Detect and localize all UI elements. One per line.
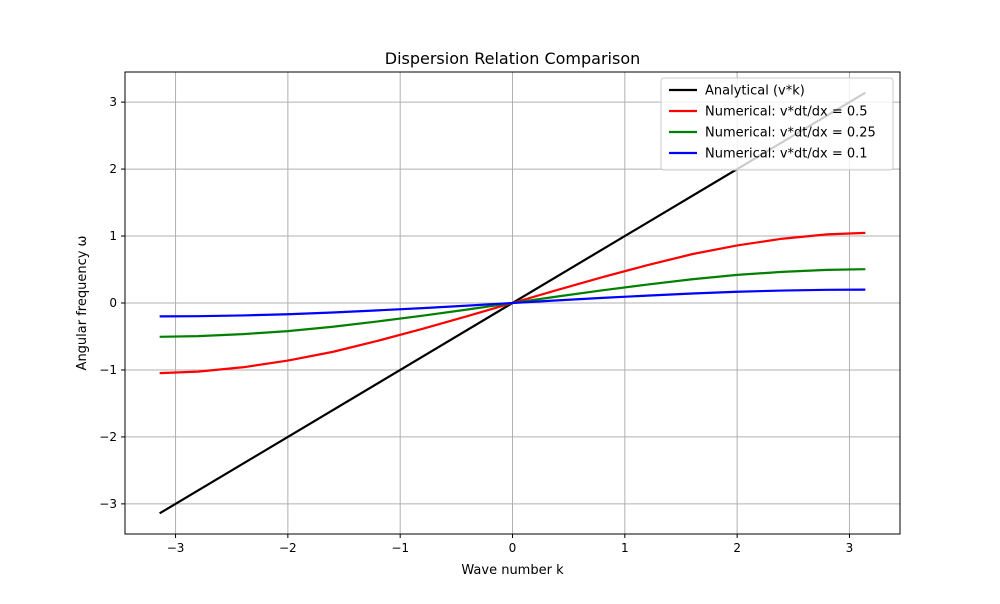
legend-label: Numerical: v*dt/dx = 0.1 <box>705 147 868 162</box>
x-tick-label: 3 <box>846 541 854 555</box>
legend-label: Analytical (v*k) <box>705 84 805 99</box>
y-tick-label: −2 <box>99 430 117 444</box>
y-tick-label: 3 <box>109 95 117 109</box>
y-tick-label: 0 <box>109 296 117 310</box>
legend-label: Numerical: v*dt/dx = 0.25 <box>705 126 876 141</box>
x-tick-label: 0 <box>509 541 517 555</box>
legend-box <box>660 77 894 171</box>
x-tick-label: 2 <box>733 541 741 555</box>
axis-ticks: −3 −2 −1 0 1 2 3 −3 −2 −1 0 1 2 3 <box>99 95 853 555</box>
x-tick-label: 1 <box>621 541 629 555</box>
y-tick-label: −3 <box>99 497 117 511</box>
y-tick-label: 1 <box>109 229 117 243</box>
x-axis-label: Wave number k <box>461 563 564 578</box>
chart-title: Dispersion Relation Comparison <box>385 49 641 68</box>
y-axis-label: Angular frequency ω <box>75 236 90 371</box>
series-line-3 <box>159 288 866 318</box>
x-tick-label: −2 <box>279 541 297 555</box>
legend-label: Numerical: v*dt/dx = 0.5 <box>705 105 868 120</box>
y-tick-label: −1 <box>99 363 117 377</box>
x-tick-label: −1 <box>391 541 409 555</box>
y-tick-label: 2 <box>109 162 117 176</box>
x-tick-label: −3 <box>167 541 185 555</box>
legend: Analytical (v*k) Numerical: v*dt/dx = 0.5… <box>660 77 894 171</box>
